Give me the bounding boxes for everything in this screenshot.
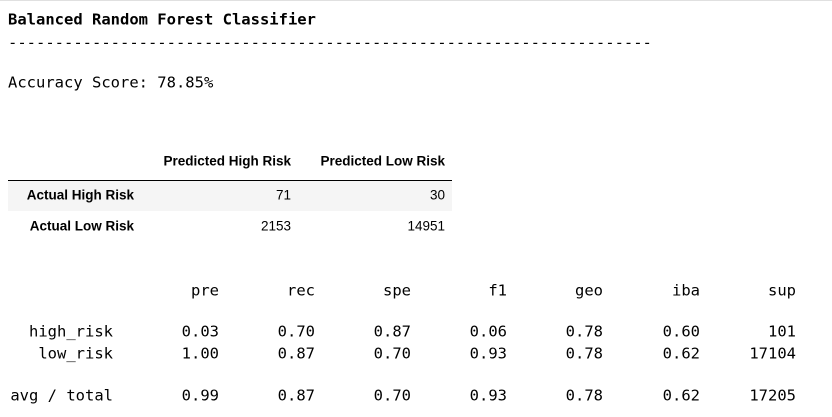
report-header: sup [768, 282, 796, 300]
report-value: 17205 [749, 387, 796, 405]
accuracy-score: Accuracy Score: 78.85% [8, 74, 214, 92]
report-value: 0.62 [663, 345, 700, 363]
report-value: 17104 [749, 345, 796, 363]
row-header: Actual High Risk [27, 188, 135, 203]
report-value: 0.70 [278, 323, 315, 341]
report-value: 0.78 [566, 323, 603, 341]
report-header: geo [575, 282, 603, 300]
report-header: rec [287, 282, 315, 300]
report-value: 0.93 [470, 387, 507, 405]
report-row-label: avg / total [10, 387, 113, 405]
report-value: 0.99 [182, 387, 219, 405]
report-row-label: low_risk [38, 345, 113, 363]
report-header: spe [383, 282, 411, 300]
row-background [8, 181, 452, 211]
report-value: 0.93 [470, 345, 507, 363]
cell: 2153 [261, 219, 291, 234]
report-row-label: high_risk [29, 323, 114, 341]
row-header: Actual Low Risk [30, 219, 135, 234]
column-header: Predicted High Risk [163, 154, 291, 169]
report-value: 0.03 [182, 323, 219, 341]
report-value: 0.70 [374, 387, 411, 405]
cell: 30 [430, 188, 445, 203]
column-header: Predicted Low Risk [320, 154, 445, 169]
report-value: 0.78 [566, 345, 603, 363]
report-value: 0.78 [566, 387, 603, 405]
cell: 14951 [407, 219, 445, 234]
report-value: 0.60 [663, 323, 700, 341]
report-header: f1 [488, 282, 507, 300]
report-header: pre [191, 282, 219, 300]
report-value: 0.62 [663, 387, 700, 405]
output-title: Balanced Random Forest Classifier [8, 11, 316, 29]
report-value: 0.87 [278, 345, 315, 363]
separator: ----------------------------------------… [8, 34, 652, 52]
report-value: 101 [768, 323, 796, 341]
cell: 71 [276, 188, 291, 203]
report-value: 0.06 [470, 323, 507, 341]
report-value: 1.00 [182, 345, 219, 363]
report-header: iba [672, 282, 700, 300]
report-value: 0.87 [374, 323, 411, 341]
report-value: 0.70 [374, 345, 411, 363]
report-value: 0.87 [278, 387, 315, 405]
